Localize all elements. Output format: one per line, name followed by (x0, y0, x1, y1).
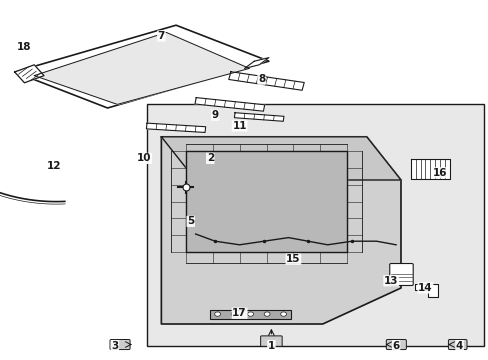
Polygon shape (161, 137, 400, 324)
Text: 14: 14 (417, 283, 432, 293)
Polygon shape (228, 72, 304, 90)
Polygon shape (185, 151, 346, 252)
Circle shape (247, 312, 253, 316)
Bar (210, 310, 290, 319)
Polygon shape (161, 137, 400, 180)
Text: 17: 17 (232, 308, 246, 318)
Text: 7: 7 (157, 31, 165, 41)
Text: 12: 12 (46, 161, 61, 171)
Text: 11: 11 (232, 121, 246, 131)
Text: 16: 16 (432, 168, 447, 178)
Text: 8: 8 (258, 74, 264, 84)
Polygon shape (244, 58, 268, 68)
Polygon shape (15, 65, 44, 83)
Bar (146, 104, 483, 346)
Polygon shape (34, 32, 249, 104)
Polygon shape (410, 159, 449, 179)
Text: 18: 18 (17, 42, 32, 52)
Text: 9: 9 (211, 110, 218, 120)
Polygon shape (195, 98, 264, 111)
Text: 3: 3 (111, 341, 118, 351)
Polygon shape (146, 123, 205, 132)
Text: 6: 6 (392, 341, 399, 351)
FancyBboxPatch shape (260, 336, 282, 346)
Text: 15: 15 (285, 254, 300, 264)
Text: 1: 1 (267, 341, 274, 351)
Circle shape (280, 312, 286, 316)
Text: 4: 4 (455, 341, 463, 351)
FancyBboxPatch shape (110, 339, 130, 350)
Text: 10: 10 (137, 153, 151, 163)
Circle shape (214, 312, 220, 316)
Polygon shape (414, 284, 437, 297)
Circle shape (231, 312, 237, 316)
Text: 2: 2 (206, 153, 213, 163)
FancyBboxPatch shape (447, 339, 466, 350)
FancyBboxPatch shape (389, 264, 412, 285)
Text: 13: 13 (383, 276, 398, 286)
Circle shape (264, 312, 269, 316)
FancyBboxPatch shape (386, 339, 406, 350)
Polygon shape (15, 25, 268, 108)
Polygon shape (234, 113, 284, 121)
Text: 5: 5 (187, 216, 194, 226)
